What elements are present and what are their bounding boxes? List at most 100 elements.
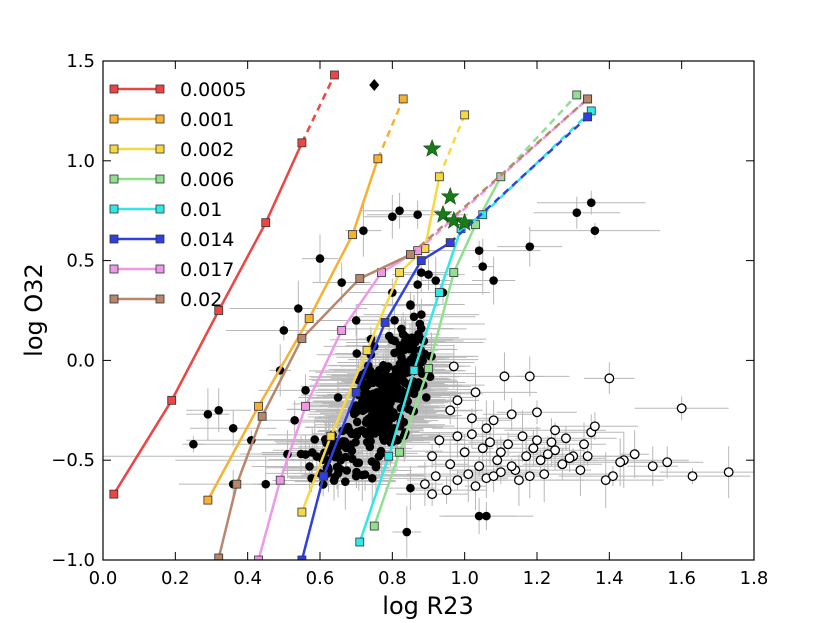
- model-marker: [214, 306, 224, 315]
- data-point-filled: [377, 449, 386, 458]
- diamond-marker: [369, 78, 380, 91]
- legend-marker: [155, 234, 165, 244]
- data-point-filled: [413, 210, 422, 219]
- model-marker: [409, 365, 419, 375]
- data-point-filled: [395, 206, 404, 215]
- model-marker: [351, 387, 361, 397]
- model-marker: [297, 334, 307, 343]
- data-point-filled: [189, 439, 198, 449]
- model-marker: [384, 451, 394, 461]
- y-tick-label: −0.5: [51, 450, 95, 471]
- data-point-filled: [402, 527, 412, 537]
- data-point-filled: [347, 454, 357, 463]
- legend-item-0.001: 0.001: [109, 109, 234, 131]
- data-point-filled: [365, 436, 374, 445]
- model-series-0.02: [214, 94, 593, 560]
- data-point-open: [542, 449, 553, 460]
- legend-item-0.0005: 0.0005: [109, 79, 246, 101]
- legend-marker: [109, 294, 119, 304]
- data-point-filled: [410, 338, 420, 347]
- model-marker: [355, 274, 365, 283]
- data-point-filled: [416, 268, 426, 277]
- model-line: [217, 253, 411, 559]
- data-point-filled: [214, 406, 224, 415]
- data-point-open: [441, 485, 452, 496]
- data-point-filled: [355, 426, 365, 436]
- model-marker: [362, 346, 372, 355]
- data-point-filled: [228, 423, 238, 433]
- legend-marker: [109, 174, 119, 184]
- legend-marker: [155, 294, 165, 304]
- legend-marker: [155, 204, 165, 214]
- legend-marker: [109, 84, 119, 94]
- data-point-filled: [341, 477, 350, 486]
- data-point-open: [452, 395, 463, 406]
- data-point-filled: [358, 397, 367, 406]
- data-point-filled: [378, 393, 387, 403]
- data-point-filled: [409, 312, 419, 322]
- data-point-open: [488, 415, 499, 426]
- data-point-open: [506, 461, 517, 472]
- data-point-filled: [375, 365, 384, 375]
- data-point-filled: [261, 479, 271, 489]
- model-marker: [572, 90, 582, 100]
- legend-item-0.01: 0.01: [109, 199, 222, 221]
- data-point-filled: [414, 329, 423, 339]
- x-tick-label: 1.4: [595, 568, 624, 589]
- y-axis-label: log O32: [20, 263, 48, 357]
- legend-marker: [155, 114, 165, 124]
- data-point-open: [615, 457, 626, 468]
- data-point-open: [600, 475, 611, 486]
- data-point-filled: [525, 242, 535, 251]
- model-marker: [416, 256, 426, 266]
- data-point-filled: [404, 404, 413, 414]
- data-point-open: [550, 425, 561, 436]
- data-point-filled: [431, 276, 441, 285]
- star-marker: [433, 204, 453, 223]
- data-point-filled: [413, 280, 422, 289]
- data-point-filled: [405, 344, 415, 354]
- model-marker: [434, 288, 444, 297]
- data-point-filled: [478, 262, 488, 271]
- model-series-0.014: [297, 112, 593, 560]
- data-point-open: [427, 489, 438, 500]
- data-point-filled: [367, 474, 377, 483]
- y-tick-label: 0.0: [66, 350, 95, 371]
- model-marker: [254, 401, 263, 411]
- data-point-filled: [363, 427, 373, 436]
- x-axis-label: log R23: [382, 592, 473, 620]
- model-marker: [348, 230, 357, 240]
- star-marker: [444, 210, 464, 229]
- plot-area: [103, 61, 754, 560]
- model-marker: [297, 138, 307, 148]
- legend-marker: [155, 84, 165, 94]
- model-marker: [319, 471, 329, 481]
- model-marker: [478, 210, 488, 220]
- data-point-filled: [337, 278, 347, 287]
- data-point-filled: [294, 304, 303, 313]
- data-point-filled: [371, 408, 381, 417]
- data-point-open: [485, 437, 495, 448]
- model-marker: [297, 507, 307, 517]
- model-marker: [583, 112, 593, 122]
- data-point-open: [575, 465, 586, 476]
- data-point-open: [452, 431, 463, 442]
- data-point-open: [546, 437, 557, 448]
- model-line-dashed: [376, 98, 405, 160]
- data-point-filled: [335, 464, 345, 474]
- data-point-open: [560, 433, 571, 444]
- legend-marker: [155, 144, 165, 154]
- data-point-open: [524, 371, 535, 382]
- model-marker: [167, 395, 177, 405]
- data-point-filled: [352, 417, 362, 427]
- data-point-open: [445, 459, 456, 470]
- star-marker: [440, 186, 460, 205]
- data-point-filled: [341, 452, 350, 462]
- data-point-filled: [390, 348, 399, 358]
- data-point-open: [532, 435, 542, 446]
- data-point-open: [488, 471, 499, 482]
- data-point-filled: [425, 372, 435, 382]
- data-point-filled: [279, 326, 289, 335]
- model-line-dashed: [409, 97, 589, 256]
- data-point-open: [662, 457, 673, 468]
